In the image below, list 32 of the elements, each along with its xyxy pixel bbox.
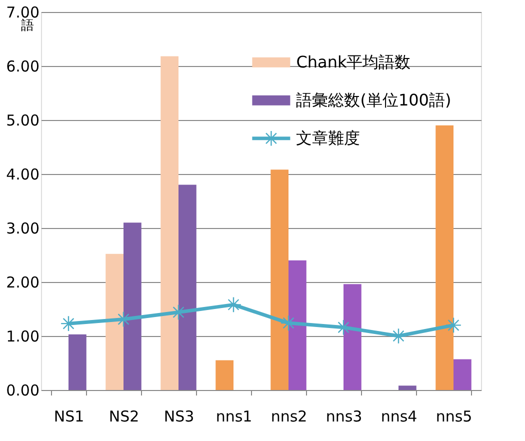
x-tick-label: NS1 xyxy=(54,408,84,426)
bar xyxy=(454,359,472,390)
bar xyxy=(398,386,416,390)
bar xyxy=(178,184,196,390)
point xyxy=(445,317,462,334)
x-tick-label: NS3 xyxy=(164,408,194,426)
legend-label: 語彙総数(単位100語) xyxy=(296,90,452,110)
bar xyxy=(436,125,454,390)
x-tick-label: nns3 xyxy=(326,408,362,426)
y-tick-label: 2.00 xyxy=(6,274,40,292)
y-tick-label: 1.00 xyxy=(6,328,40,346)
bar xyxy=(68,334,86,390)
x-tick-label: nns1 xyxy=(216,408,252,426)
bar xyxy=(124,222,142,390)
bar xyxy=(270,170,288,390)
y-tick-label: 3.00 xyxy=(6,220,40,238)
x-tick-label: NS2 xyxy=(108,408,140,426)
point xyxy=(390,328,407,344)
x-tick-label: nns4 xyxy=(380,408,418,426)
y-tick-label: 6.00 xyxy=(6,58,40,76)
legend-label: Chank平均語数 xyxy=(296,52,411,72)
bar xyxy=(160,56,178,390)
y-tick-label: 0.00 xyxy=(6,382,40,400)
y-tick-label: 5.00 xyxy=(6,112,40,130)
bar xyxy=(344,284,362,390)
x-tick-label: nns5 xyxy=(436,408,472,426)
y-tick-label: 4.00 xyxy=(6,166,40,184)
bar xyxy=(288,260,306,390)
bar xyxy=(106,254,124,390)
x-tick-label: nns2 xyxy=(270,408,308,426)
legend-label: 文章難度 xyxy=(296,128,360,148)
bar xyxy=(216,360,234,390)
